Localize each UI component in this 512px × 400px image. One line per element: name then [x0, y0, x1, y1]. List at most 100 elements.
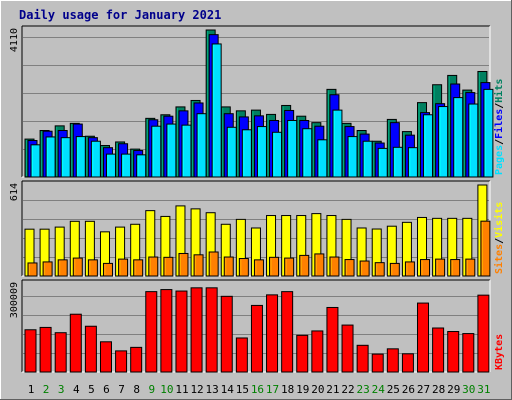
- bar-pages-day-5: [90, 140, 101, 178]
- bar-sites-day-4: [72, 257, 83, 277]
- x-tick-day-10: 10: [160, 383, 173, 396]
- x-tick-day-15: 15: [236, 383, 249, 396]
- x-tick-day-26: 26: [402, 383, 415, 396]
- bar-pages-day-23: [362, 140, 373, 178]
- bar-pages-day-17: [272, 131, 283, 178]
- x-tick-day-7: 7: [118, 383, 125, 396]
- x-tick-day-1: 1: [28, 383, 35, 396]
- legend-files: Files: [493, 109, 505, 139]
- bar-kbytes-day-30: [462, 333, 475, 373]
- legend-visits: Visits: [493, 202, 505, 238]
- bar-pages-day-26: [407, 147, 418, 178]
- x-tick-day-28: 28: [432, 383, 445, 396]
- bar-pages-day-20: [317, 139, 328, 178]
- bar-pages-day-19: [302, 128, 313, 178]
- bar-kbytes-day-26: [401, 353, 414, 373]
- x-tick-day-20: 20: [311, 383, 324, 396]
- bar-pages-day-22: [347, 136, 358, 178]
- bar-sites-day-2: [42, 261, 53, 277]
- bar-sites-day-23: [359, 260, 370, 277]
- bar-kbytes-day-21: [326, 306, 339, 373]
- x-tick-day-25: 25: [387, 383, 400, 396]
- bar-sites-day-26: [404, 261, 415, 277]
- x-tick-day-21: 21: [326, 383, 339, 396]
- x-tick-day-2: 2: [43, 383, 50, 396]
- legend-panel-1: Pages/Files/Hits: [493, 79, 505, 175]
- bar-sites-day-21: [329, 256, 340, 277]
- bar-sites-day-13: [208, 251, 219, 277]
- bar-sites-day-29: [450, 259, 461, 277]
- bar-sites-day-1: [27, 262, 38, 277]
- bar-sites-day-28: [435, 258, 446, 277]
- bar-kbytes-day-27: [417, 302, 430, 373]
- bar-kbytes-day-6: [99, 341, 112, 373]
- x-tick-day-31: 31: [477, 383, 490, 396]
- bar-sites-day-24: [374, 262, 385, 277]
- bar-sites-day-8: [133, 259, 144, 277]
- legend-pages: Pages: [494, 145, 505, 175]
- bar-pages-day-24: [377, 147, 388, 178]
- bar-kbytes-day-11: [175, 290, 188, 373]
- bar-kbytes-day-18: [281, 291, 294, 373]
- bar-sites-day-22: [344, 259, 355, 277]
- bar-pages-day-31: [483, 88, 494, 178]
- x-tick-day-14: 14: [221, 383, 235, 396]
- bar-kbytes-day-2: [39, 326, 52, 373]
- bar-pages-day-2: [45, 136, 56, 178]
- bar-pages-day-13: [211, 43, 222, 178]
- bar-sites-day-3: [57, 259, 68, 277]
- bar-sites-day-31: [480, 220, 491, 277]
- bar-pages-day-3: [60, 137, 71, 178]
- bar-sites-day-11: [178, 252, 189, 277]
- legend-panel-2: Sites/Visits: [493, 202, 505, 274]
- bar-kbytes-day-12: [190, 287, 203, 373]
- y-max-label-panel-3: 300009: [9, 282, 20, 318]
- bar-kbytes-day-9: [145, 291, 158, 373]
- bar-sites-day-16: [253, 259, 264, 277]
- bar-sites-day-15: [238, 258, 249, 277]
- bar-sites-day-25: [389, 262, 400, 277]
- bar-kbytes-day-13: [205, 287, 218, 373]
- bar-pages-day-7: [121, 153, 132, 178]
- bar-sites-day-27: [420, 259, 431, 277]
- y-max-label-panel-1: 4110: [9, 28, 20, 52]
- legend-separator: /: [494, 139, 505, 145]
- legend-kbytes: KBytes: [494, 334, 505, 370]
- x-tick-day-13: 13: [206, 383, 219, 396]
- x-tick-day-11: 11: [175, 383, 188, 396]
- bar-sites-day-30: [465, 258, 476, 277]
- bar-pages-day-29: [453, 97, 464, 178]
- x-tick-day-27: 27: [417, 383, 430, 396]
- bar-sites-day-14: [223, 256, 234, 277]
- x-tick-day-18: 18: [281, 383, 294, 396]
- bar-sites-day-18: [284, 257, 295, 277]
- bar-pages-day-16: [256, 126, 267, 178]
- bar-pages-day-11: [181, 124, 192, 178]
- x-tick-day-5: 5: [88, 383, 95, 396]
- bar-kbytes-day-15: [235, 337, 248, 373]
- bar-pages-day-6: [105, 153, 116, 178]
- bar-kbytes-day-17: [266, 294, 279, 373]
- bar-pages-day-8: [136, 154, 147, 178]
- bar-sites-day-5: [87, 259, 98, 277]
- x-tick-day-24: 24: [372, 383, 386, 396]
- bar-sites-day-17: [269, 256, 280, 277]
- bar-kbytes-day-1: [24, 329, 37, 373]
- bar-kbytes-day-4: [69, 313, 82, 373]
- bar-pages-day-14: [226, 126, 237, 178]
- bar-kbytes-day-10: [160, 289, 173, 373]
- x-tick-day-8: 8: [133, 383, 140, 396]
- bar-sites-day-20: [314, 253, 325, 277]
- bar-pages-day-27: [423, 114, 434, 178]
- bar-sites-day-7: [118, 258, 129, 277]
- bar-pages-day-9: [151, 125, 162, 178]
- x-tick-day-4: 4: [73, 383, 80, 396]
- x-tick-day-22: 22: [341, 383, 354, 396]
- bar-pages-day-10: [166, 123, 177, 178]
- bar-sites-day-10: [163, 256, 174, 277]
- bar-pages-day-12: [196, 113, 207, 178]
- bar-pages-day-25: [392, 146, 403, 178]
- bar-pages-day-4: [75, 136, 86, 178]
- bar-pages-day-1: [30, 144, 41, 178]
